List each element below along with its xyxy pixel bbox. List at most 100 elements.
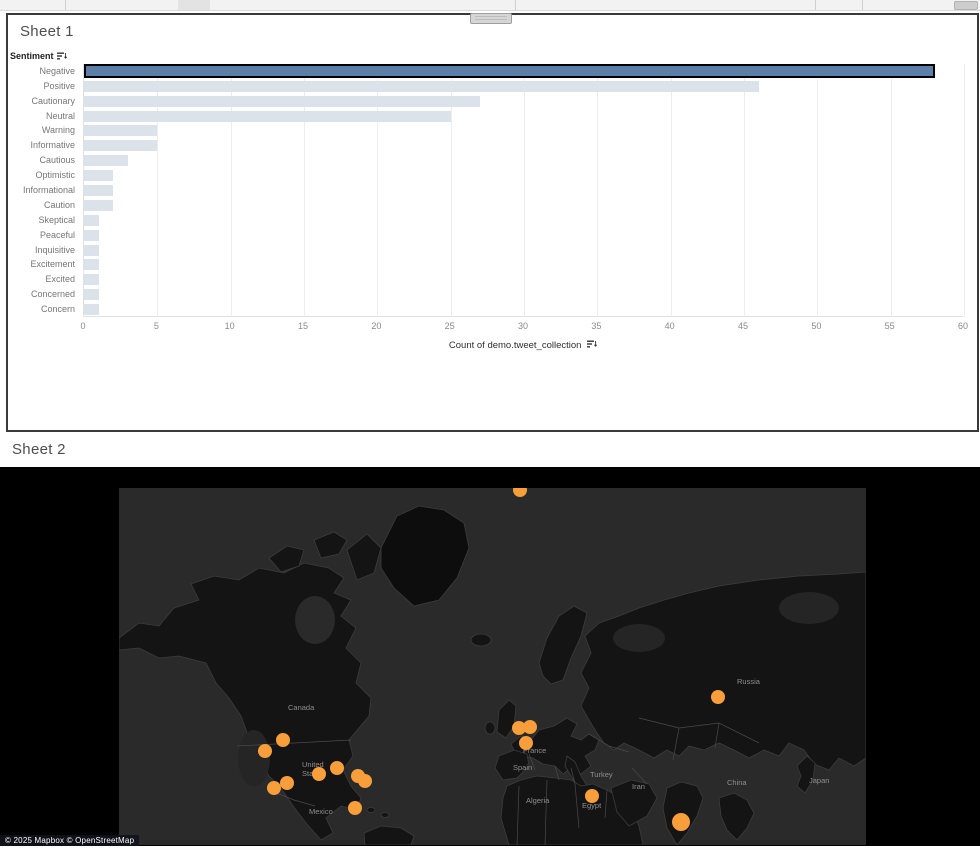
gridline (157, 64, 159, 317)
map-label: Iran (632, 782, 645, 791)
category-label-peaceful[interactable]: Peaceful (39, 229, 75, 240)
gridline (597, 64, 599, 317)
gridline (670, 64, 672, 317)
axis-tick-10: 10 (224, 321, 235, 331)
axis-tick-50: 50 (811, 321, 822, 331)
map-label: Canada (288, 703, 315, 712)
category-label-informational[interactable]: Informational (22, 185, 75, 195)
bar-cautious[interactable] (84, 155, 128, 167)
tab-divider (815, 0, 816, 10)
bar-excited[interactable] (84, 274, 99, 286)
corner-handle[interactable] (954, 1, 978, 10)
axis-tick-55: 55 (884, 321, 895, 331)
bar-neutral[interactable] (84, 110, 451, 122)
map-landmasses (119, 505, 866, 845)
bar-warning[interactable] (84, 125, 158, 137)
map-point-marker[interactable] (513, 488, 527, 497)
gridline (524, 64, 525, 317)
gridline (817, 64, 819, 317)
map-label: Japan (809, 776, 829, 785)
bar-optimistic[interactable] (84, 170, 114, 182)
map-label: France (523, 746, 546, 755)
category-label-excitement[interactable]: Excitement (30, 259, 75, 270)
map-label: Turkey (590, 770, 613, 779)
bar-chart-category-labels: Negative Positive Cautionary Neutral Warning… (8, 64, 79, 317)
gridline (304, 64, 305, 317)
category-label-cautionary[interactable]: Cautionary (31, 95, 75, 106)
map-label: Mexico (309, 807, 333, 816)
axis-tick-25: 25 (444, 321, 455, 331)
category-label-skeptical[interactable]: Skeptical (38, 214, 75, 225)
bar-informational[interactable] (84, 185, 114, 196)
category-label-concerned[interactable]: Concerned (30, 289, 75, 300)
category-label-excited[interactable]: Excited (45, 274, 75, 285)
sheet2-map-container: CanadaUnitedStatesMexicoRussiaFranceSpai… (0, 467, 980, 846)
category-label-neutral[interactable]: Neutral (45, 110, 75, 121)
map-point-marker[interactable] (519, 736, 533, 750)
map-point-marker[interactable] (512, 721, 526, 735)
map-point-marker[interactable] (267, 781, 281, 795)
sort-icon[interactable] (56, 52, 67, 61)
axis-tick-15: 15 (297, 321, 309, 331)
bar-inquisitive[interactable] (84, 244, 99, 256)
map-point-marker[interactable] (585, 789, 599, 803)
map-label: Russia (737, 677, 761, 686)
category-label-warning[interactable]: Warning (41, 125, 75, 136)
sheet2-title: Sheet 2 (12, 441, 66, 458)
axis-tick-45: 45 (737, 321, 749, 331)
map-point-marker[interactable] (330, 761, 344, 775)
axis-tick-30: 30 (517, 321, 529, 331)
bar-cautionary[interactable] (84, 95, 480, 107)
value-axis-title[interactable]: Count of demo.tweet_collection (83, 340, 963, 351)
value-axis-label: Count of demo.tweet_collection (448, 340, 582, 351)
bar-concerned[interactable] (84, 289, 99, 301)
category-label-concern[interactable]: Concern (40, 304, 75, 315)
map-borders (236, 717, 760, 845)
bar-concern[interactable] (84, 304, 99, 316)
map-point-marker[interactable] (348, 801, 362, 815)
map-country-labels: CanadaUnitedStatesMexicoRussiaFranceSpai… (288, 677, 829, 816)
map-point-marker[interactable] (672, 813, 690, 831)
map-point-marker[interactable] (711, 690, 725, 704)
top-tab-strip[interactable] (0, 0, 980, 11)
bar-positive[interactable] (84, 80, 759, 92)
bar-skeptical[interactable] (84, 214, 99, 226)
bar-informative[interactable] (84, 140, 158, 152)
category-label-positive[interactable]: Positive (43, 80, 75, 91)
sheet1-title: Sheet 1 (20, 23, 74, 40)
active-tab-segment[interactable] (178, 0, 210, 10)
category-label-inquisitive[interactable]: Inquisitive (34, 244, 75, 255)
category-label-caution[interactable]: Caution (43, 199, 75, 210)
category-label-optimistic[interactable]: Optimistic (35, 170, 75, 181)
axis-tick-35: 35 (591, 321, 602, 331)
map-label: Algeria (526, 796, 550, 805)
gridline (744, 64, 745, 317)
map-point-marker[interactable] (276, 733, 290, 747)
map-point-marker[interactable] (312, 767, 326, 781)
map-viewport[interactable]: CanadaUnitedStatesMexicoRussiaFranceSpai… (119, 488, 866, 845)
sort-icon[interactable] (587, 340, 598, 349)
map-point-marker[interactable] (258, 744, 272, 758)
drag-handle[interactable] (470, 13, 512, 24)
axis-tick-5: 5 (153, 321, 159, 331)
tab-divider (515, 0, 516, 10)
axis-tick-40: 40 (664, 321, 675, 331)
category-label-cautious[interactable]: Cautious (39, 155, 75, 166)
map-label: Spain (513, 763, 532, 772)
map-point-marker[interactable] (523, 720, 537, 734)
map-point-marker[interactable] (280, 776, 294, 790)
bar-peaceful[interactable] (84, 229, 99, 241)
map-point-marker[interactable] (358, 774, 372, 788)
category-label-informative[interactable]: Informative (30, 140, 75, 151)
world-map: CanadaUnitedStatesMexicoRussiaFranceSpai… (119, 488, 866, 845)
category-label-negative[interactable]: Negative (39, 65, 75, 76)
bar-chart-plot[interactable] (83, 64, 965, 317)
bar-excitement[interactable] (84, 259, 99, 271)
category-axis-header[interactable]: Sentiment (10, 51, 67, 61)
gridline (377, 64, 379, 317)
map-attribution[interactable]: © 2025 Mapbox © OpenStreetMap (0, 835, 140, 846)
bar-caution[interactable] (84, 199, 114, 211)
bar-negative[interactable] (84, 64, 935, 79)
gridline (230, 64, 232, 317)
